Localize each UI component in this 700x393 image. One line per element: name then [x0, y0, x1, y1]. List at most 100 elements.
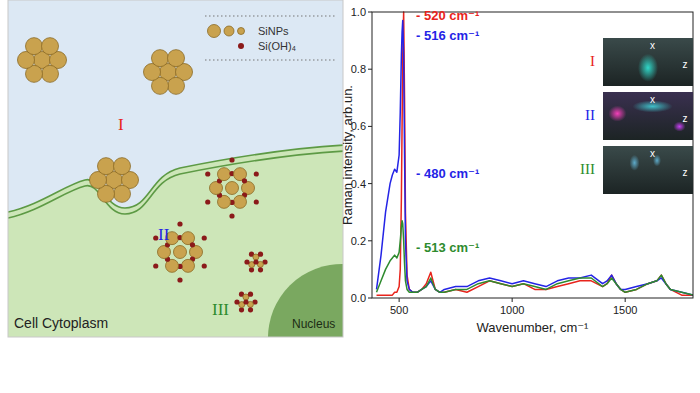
nanoparticle — [243, 294, 249, 300]
inset-axis-label: z — [683, 59, 688, 70]
inset-axis-label: x — [650, 40, 655, 51]
silicic-acid — [258, 252, 263, 257]
x-tick-label: 500 — [390, 304, 408, 316]
nanoparticle — [224, 26, 234, 36]
series-lines — [377, 12, 693, 295]
legend-rule — [205, 60, 336, 61]
figure: SiNPsSi(OH)₄IIIIIICell CytoplasmNucleus0… — [0, 0, 700, 393]
inset-image — [603, 146, 693, 194]
nanoparticle — [234, 195, 247, 208]
y-tick — [368, 183, 372, 184]
inset-label: III — [580, 161, 595, 177]
inset-axis-label: z — [683, 113, 688, 124]
particle-clusters — [18, 38, 268, 313]
inset-image — [603, 38, 693, 86]
y-tick — [368, 126, 372, 127]
y-tick-label: 1.0 — [351, 6, 366, 18]
peak-annotation: - 520 cm⁻¹ — [416, 8, 479, 23]
x-tick-label: 1500 — [613, 304, 637, 316]
silicic-acid — [205, 199, 210, 204]
nanoparticle — [190, 246, 203, 259]
inset-label: I — [590, 53, 595, 69]
nanoparticle — [168, 50, 185, 67]
nanoparticle — [226, 182, 239, 195]
silicic-acid — [244, 259, 249, 264]
nanoparticle — [26, 38, 43, 55]
nanoparticle — [238, 28, 245, 35]
stage-label: II — [158, 225, 170, 244]
nanoparticle — [152, 50, 169, 67]
nanoparticle — [242, 182, 255, 195]
nanoparticle — [174, 246, 187, 259]
silicic-acid — [253, 259, 258, 264]
stage-label: III — [212, 300, 229, 319]
diagram-body — [8, 0, 343, 337]
y-tick-label: 0.0 — [351, 292, 366, 304]
nanoparticle — [253, 254, 259, 260]
nanoparticle — [114, 185, 131, 202]
nanoparticle — [98, 158, 115, 175]
nanoparticle — [218, 168, 231, 181]
legend-label: Si(OH)₄ — [258, 40, 297, 52]
nanoparticle — [210, 182, 223, 195]
peak-annotation: - 516 cm⁻¹ — [416, 28, 479, 43]
y-tick — [368, 298, 372, 299]
y-tick — [368, 12, 372, 13]
legend-rule — [205, 16, 336, 17]
x-axis-label: Wavenumber, cm⁻¹ — [477, 320, 590, 335]
inset-axis-label: x — [650, 148, 655, 159]
nanoparticle — [158, 246, 171, 259]
peak-annotation: - 480 cm⁻¹ — [416, 166, 479, 181]
silicic-acid — [254, 171, 259, 176]
silicic-acid — [205, 171, 210, 176]
insets: xzIxzIIxzIII — [580, 38, 693, 194]
spectrum-line — [377, 221, 693, 295]
nanoparticle — [114, 158, 131, 175]
silicic-acid — [202, 235, 207, 240]
silicic-acid — [242, 178, 247, 183]
diagram: SiNPsSi(OH)₄IIIIIICell CytoplasmNucleus — [8, 0, 345, 340]
y-tick-label: 0.2 — [351, 235, 366, 247]
y-tick — [368, 69, 372, 70]
nanoparticle — [168, 77, 185, 94]
inset-signal — [638, 54, 658, 82]
silicic-acid — [229, 157, 234, 162]
cytoplasm — [8, 145, 343, 337]
silicic-acid — [248, 292, 253, 297]
x-tick — [512, 298, 513, 302]
silicic-acid — [234, 299, 239, 304]
inset-signal — [630, 155, 640, 171]
cytoplasm-label: Cell Cytoplasm — [14, 315, 108, 331]
nucleus — [268, 264, 343, 337]
spectrum-line — [377, 12, 693, 295]
nanoparticle — [182, 259, 195, 272]
y-tick-label: 0.8 — [351, 63, 366, 75]
y-axis-label: Raman intensity, arb.un. — [340, 85, 355, 225]
silicic-acid — [177, 221, 182, 226]
x-tick-label: 1000 — [500, 304, 524, 316]
nanoparticle — [208, 25, 221, 38]
nucleus-label: Nucleus — [292, 317, 335, 331]
inset-label: II — [585, 107, 595, 123]
legend-label: SiNPs — [258, 25, 289, 37]
stage-label: I — [118, 115, 124, 134]
peak-annotation: - 513 cm⁻¹ — [416, 240, 479, 255]
y-tick — [368, 240, 372, 241]
silicic-acid — [190, 242, 195, 247]
diagram-legend: SiNPs Si(OH)₄ — [205, 16, 336, 60]
membrane-inner — [8, 151, 343, 218]
x-tick — [399, 298, 400, 302]
silicic-acid — [248, 307, 253, 312]
silicic-acid — [258, 267, 263, 272]
plot-frame — [372, 12, 693, 298]
nanoparticle — [42, 65, 59, 82]
silicic-acid — [254, 199, 259, 204]
inset-axis-label: x — [650, 94, 655, 105]
silicic-acid — [243, 299, 248, 304]
silicic-acid — [229, 213, 234, 218]
inset-image — [603, 92, 693, 140]
diagram-frame — [8, 0, 343, 337]
silicic-acid — [238, 43, 244, 49]
silicic-acid — [177, 277, 182, 282]
silicic-acid — [153, 263, 158, 268]
